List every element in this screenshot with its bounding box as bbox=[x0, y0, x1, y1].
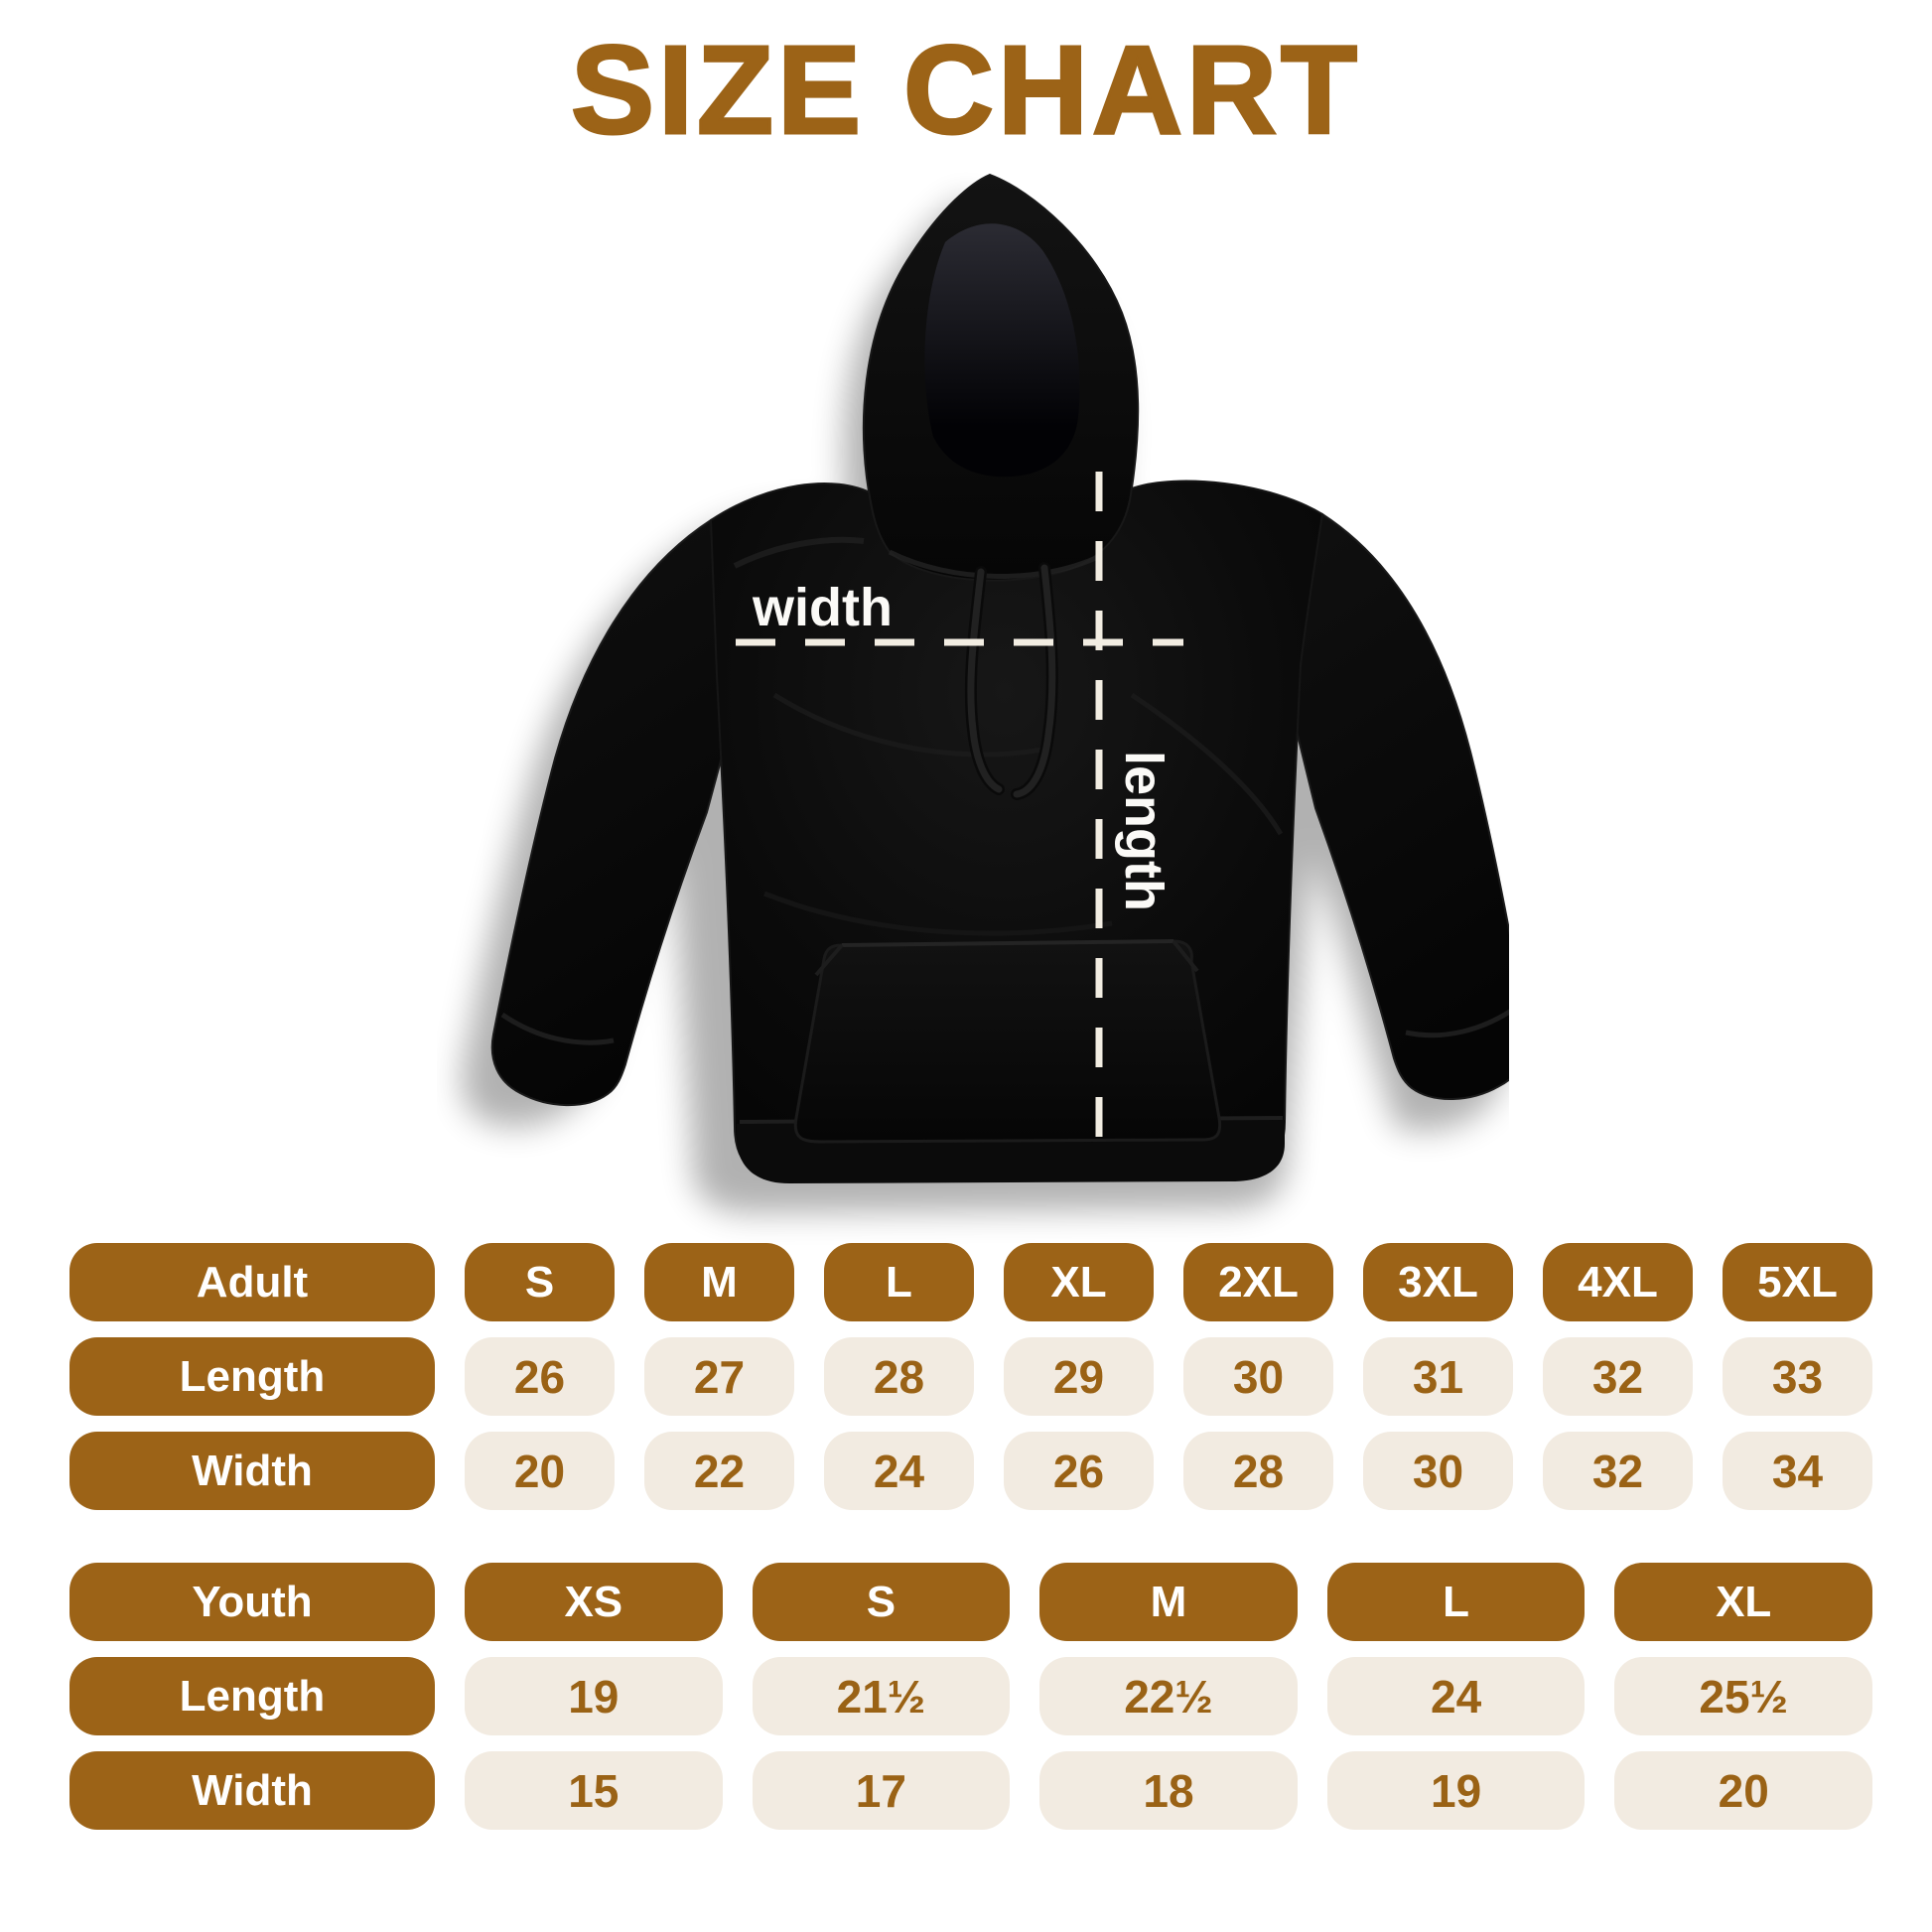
value-cell: 24 bbox=[824, 1432, 974, 1510]
youth-table-header-label: Youth bbox=[69, 1563, 435, 1641]
adult-width-row-label: Width bbox=[69, 1432, 435, 1510]
size-header-cell: M bbox=[644, 1243, 794, 1321]
value-cell: 18 bbox=[1039, 1751, 1298, 1830]
hoodie-illustration: width length bbox=[462, 173, 1529, 1213]
size-header-cell: 5XL bbox=[1723, 1243, 1872, 1321]
value-cell: 28 bbox=[1183, 1432, 1333, 1510]
value-cell: 22½ bbox=[1039, 1657, 1298, 1735]
size-header-cell: 3XL bbox=[1363, 1243, 1513, 1321]
value-cell: 33 bbox=[1723, 1337, 1872, 1416]
value-cell: 30 bbox=[1363, 1432, 1513, 1510]
value-cell: 32 bbox=[1543, 1337, 1693, 1416]
value-cell: 28 bbox=[824, 1337, 974, 1416]
value-cell: 17 bbox=[752, 1751, 1011, 1830]
value-cell: 20 bbox=[1614, 1751, 1872, 1830]
youth-length-row-label: Length bbox=[69, 1657, 435, 1735]
hoodie-left-sleeve bbox=[490, 518, 757, 1107]
value-cell: 22 bbox=[644, 1432, 794, 1510]
size-header-cell: 2XL bbox=[1183, 1243, 1333, 1321]
value-cell: 19 bbox=[465, 1657, 723, 1735]
value-cell: 34 bbox=[1723, 1432, 1872, 1510]
size-header-cell: S bbox=[465, 1243, 615, 1321]
value-cell: 25½ bbox=[1614, 1657, 1872, 1735]
size-header-cell: XS bbox=[465, 1563, 723, 1641]
adult-size-table: Adult S M L XL 2XL 3XL 4XL 5XL Length 26… bbox=[69, 1243, 1872, 1510]
size-header-cell: XL bbox=[1614, 1563, 1872, 1641]
hoodie-pocket bbox=[793, 939, 1222, 1144]
value-cell: 15 bbox=[465, 1751, 723, 1830]
youth-size-table: Youth XS S M L XL Length 19 21½ 22½ 24 2… bbox=[69, 1563, 1872, 1830]
value-cell: 21½ bbox=[752, 1657, 1011, 1735]
value-cell: 19 bbox=[1326, 1751, 1586, 1830]
value-cell: 30 bbox=[1183, 1337, 1333, 1416]
size-header-cell: L bbox=[824, 1243, 974, 1321]
hood-opening bbox=[924, 223, 1080, 478]
adult-length-row-label: Length bbox=[69, 1337, 435, 1416]
page-title: SIZE CHART bbox=[570, 19, 1361, 162]
value-cell: 31 bbox=[1363, 1337, 1513, 1416]
value-cell: 20 bbox=[465, 1432, 615, 1510]
width-measure-label: width bbox=[752, 578, 893, 637]
adult-table-header-label: Adult bbox=[69, 1243, 435, 1321]
size-header-cell: M bbox=[1039, 1563, 1298, 1641]
size-header-cell: L bbox=[1326, 1563, 1586, 1641]
hoodie-hood bbox=[862, 173, 1140, 582]
value-cell: 24 bbox=[1326, 1657, 1586, 1735]
size-header-cell: XL bbox=[1004, 1243, 1154, 1321]
hoodie-drawstrings bbox=[964, 562, 1058, 800]
youth-width-row-label: Width bbox=[69, 1751, 435, 1830]
length-measure-label: length bbox=[1114, 751, 1173, 911]
hoodie-right-sleeve bbox=[1271, 512, 1529, 1100]
value-cell: 29 bbox=[1004, 1337, 1154, 1416]
hoodie-measurement-diagram: width length bbox=[437, 139, 1529, 1271]
size-header-cell: S bbox=[752, 1563, 1011, 1641]
value-cell: 27 bbox=[644, 1337, 794, 1416]
value-cell: 26 bbox=[1004, 1432, 1154, 1510]
size-header-cell: 4XL bbox=[1543, 1243, 1693, 1321]
value-cell: 32 bbox=[1543, 1432, 1693, 1510]
value-cell: 26 bbox=[465, 1337, 615, 1416]
